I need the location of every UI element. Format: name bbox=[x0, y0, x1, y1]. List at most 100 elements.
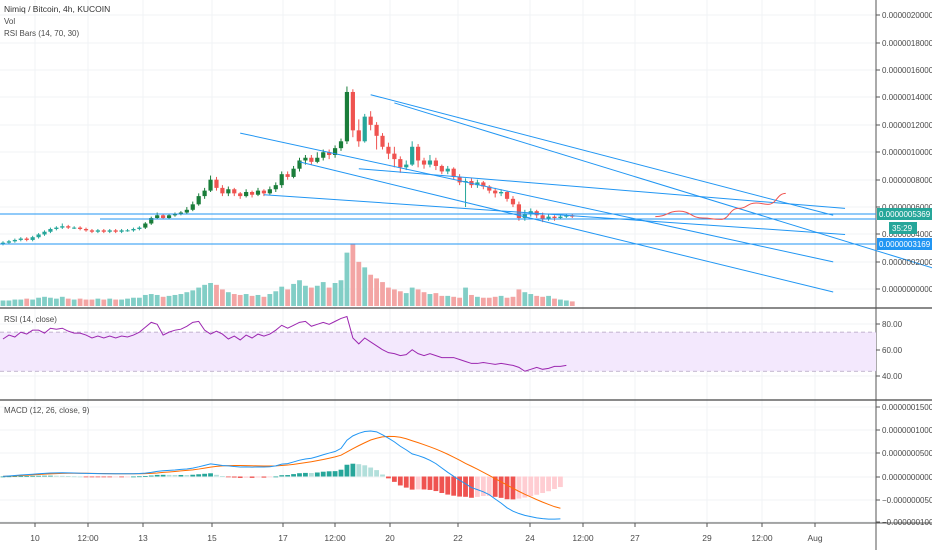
last-price-label-bg bbox=[877, 208, 932, 220]
candle-body bbox=[416, 146, 421, 161]
trendline bbox=[299, 161, 834, 293]
candle-body bbox=[238, 193, 243, 197]
candle-body bbox=[338, 141, 344, 149]
price-tick-label: 0.0000014000 bbox=[882, 93, 932, 102]
macd-histogram-bar bbox=[445, 476, 451, 495]
candle-body bbox=[18, 238, 23, 240]
macd-histogram-bar bbox=[486, 476, 492, 496]
x-tick-label: 29 bbox=[702, 533, 712, 543]
macd-histogram-bar bbox=[332, 471, 338, 477]
macd-histogram-bar bbox=[220, 476, 225, 477]
macd-histogram-bar bbox=[540, 476, 546, 493]
x-tick-label: 24 bbox=[525, 533, 535, 543]
volume-bar bbox=[30, 299, 36, 306]
macd-histogram-bar bbox=[119, 476, 124, 478]
volume-bar bbox=[534, 295, 540, 306]
macd-histogram-bar bbox=[53, 475, 59, 477]
volume-bar bbox=[522, 292, 528, 306]
volume-bar bbox=[166, 295, 172, 306]
volume-bar bbox=[397, 291, 403, 306]
candle-body bbox=[72, 227, 77, 229]
candle-body bbox=[143, 223, 148, 228]
candle-body bbox=[125, 230, 130, 232]
volume-bar bbox=[569, 301, 575, 306]
volume-bar bbox=[125, 298, 130, 306]
trendline bbox=[370, 94, 834, 216]
volume-bar bbox=[89, 299, 95, 306]
volume-bar bbox=[314, 285, 320, 306]
candle-body bbox=[190, 204, 195, 210]
macd-histogram-bar bbox=[89, 476, 95, 478]
macd-tick-label: 0.0000001000 bbox=[882, 426, 932, 435]
candle-body bbox=[42, 231, 47, 235]
macd-histogram-bar bbox=[291, 474, 296, 477]
macd-histogram-bar bbox=[504, 476, 510, 500]
volume-bar bbox=[480, 297, 486, 306]
candle-body bbox=[309, 157, 314, 162]
candle-body bbox=[0, 242, 6, 245]
macd-histogram-bar bbox=[77, 476, 83, 478]
volume-bar bbox=[308, 287, 314, 306]
candle-body bbox=[54, 227, 59, 229]
trendline bbox=[263, 194, 846, 235]
candle-body bbox=[119, 230, 124, 232]
macd-histogram-bar bbox=[148, 475, 154, 477]
candle-body bbox=[410, 146, 415, 165]
macd-histogram-bar bbox=[249, 476, 255, 478]
candle-body bbox=[208, 179, 213, 191]
candle-body bbox=[546, 216, 551, 220]
volume-bar bbox=[338, 280, 344, 306]
x-tick-label: 12:00 bbox=[77, 533, 99, 543]
candle-body bbox=[332, 148, 338, 155]
candle-body bbox=[475, 182, 480, 186]
candle-body bbox=[321, 152, 326, 158]
candle-body bbox=[481, 182, 486, 187]
macd-histogram-bar bbox=[178, 474, 184, 477]
price-tick-label: 0.0000016000 bbox=[882, 66, 932, 75]
candle-body bbox=[36, 234, 41, 238]
candle-body bbox=[451, 168, 456, 177]
volume-bar bbox=[492, 296, 498, 306]
rsi-line bbox=[2, 315, 567, 372]
volume-bar bbox=[285, 289, 291, 306]
x-tick-label: Aug bbox=[807, 533, 822, 543]
candle-body bbox=[315, 157, 320, 162]
volume-bar bbox=[65, 298, 71, 306]
price-tick-label: 0.0000012000 bbox=[882, 121, 932, 130]
price-tick-label: 0.0000020000 bbox=[882, 11, 932, 20]
volume-bar bbox=[516, 289, 522, 306]
macd-histogram-bar bbox=[273, 476, 279, 478]
candle-body bbox=[95, 230, 100, 232]
volume-bar bbox=[563, 300, 569, 306]
volume-bar bbox=[403, 293, 409, 306]
candle-body bbox=[48, 228, 53, 232]
macd-histogram-bar bbox=[214, 474, 219, 477]
x-tick-label: 12:00 bbox=[324, 533, 346, 543]
macd-histogram-bar bbox=[0, 476, 6, 478]
volume-bar bbox=[83, 299, 89, 306]
volume-bar bbox=[6, 300, 12, 306]
candle-body bbox=[232, 189, 237, 194]
candle-body bbox=[131, 228, 136, 231]
volume-bar bbox=[101, 299, 107, 306]
candle-body bbox=[149, 218, 154, 224]
macd-histogram-bar bbox=[285, 475, 291, 477]
volume-bar bbox=[504, 297, 510, 306]
macd-histogram-bar bbox=[415, 476, 421, 490]
macd-histogram-bar bbox=[350, 463, 356, 477]
macd-histogram-bar bbox=[113, 476, 119, 478]
macd-histogram-bar bbox=[30, 475, 36, 477]
volume-bar bbox=[12, 299, 18, 306]
candle-body bbox=[244, 191, 249, 197]
candle-body bbox=[564, 215, 569, 217]
volume-bar bbox=[107, 298, 113, 306]
macd-histogram-bar bbox=[391, 476, 397, 482]
volume-bar bbox=[148, 294, 154, 306]
candle-body bbox=[178, 212, 183, 214]
candle-body bbox=[552, 216, 557, 219]
volume-bar bbox=[18, 299, 24, 306]
macd-histogram-bar bbox=[397, 476, 403, 486]
candle-body bbox=[510, 198, 516, 205]
volume-bar bbox=[119, 299, 124, 306]
horizontal-lines bbox=[0, 213, 876, 245]
